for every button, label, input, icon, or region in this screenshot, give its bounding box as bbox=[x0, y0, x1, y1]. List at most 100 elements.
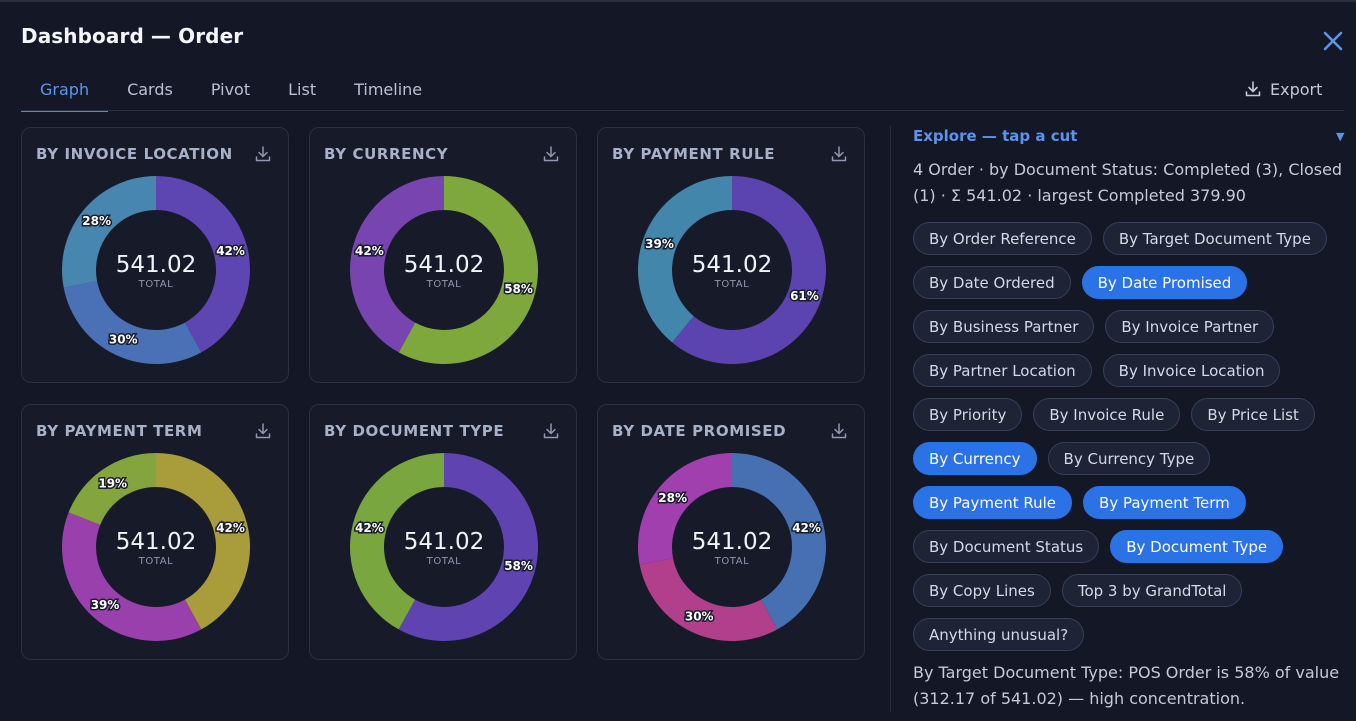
donut-slice[interactable] bbox=[398, 176, 538, 364]
tab-cards[interactable]: Cards bbox=[127, 80, 173, 99]
export-label: Export bbox=[1270, 79, 1323, 99]
cut-chip[interactable]: Top 3 by GrandTotal bbox=[1061, 574, 1243, 607]
chart-total-label: TOTAL bbox=[714, 279, 750, 290]
chart-total-label: TOTAL bbox=[138, 279, 174, 290]
explore-toggle[interactable]: Explore — tap a cut bbox=[913, 127, 1078, 145]
cut-chip[interactable]: By Copy Lines bbox=[913, 574, 1051, 607]
slice-percent-label: 28% bbox=[658, 491, 687, 505]
download-icon[interactable] bbox=[830, 145, 848, 163]
donut-slice[interactable] bbox=[639, 558, 778, 641]
donut-slice[interactable] bbox=[61, 512, 202, 641]
tab-graph[interactable]: Graph bbox=[21, 68, 109, 112]
donut-chart: 58% 42% bbox=[350, 453, 538, 641]
cut-chip[interactable]: By Date Promised bbox=[1081, 266, 1248, 299]
cut-chip[interactable]: By Order Reference bbox=[913, 222, 1092, 255]
slice-percent-label: 42% bbox=[216, 244, 245, 258]
download-icon[interactable] bbox=[830, 422, 848, 440]
cut-chip[interactable]: Anything unusual? bbox=[913, 618, 1085, 651]
chart-total-value: 541.02 bbox=[403, 529, 485, 555]
card-title: BY PAYMENT TERM bbox=[36, 422, 203, 440]
page-title: Dashboard — Order bbox=[21, 24, 244, 48]
cut-chip[interactable]: By Invoice Partner bbox=[1105, 310, 1275, 343]
slice-percent-label: 30% bbox=[109, 333, 138, 347]
explore-summary: 4 Order · by Document Status: Completed … bbox=[913, 160, 1343, 205]
donut-slice[interactable] bbox=[398, 453, 538, 641]
cut-chip-list: By Order Reference By Target Document Typ… bbox=[913, 222, 1343, 651]
slice-percent-label: 19% bbox=[98, 476, 127, 490]
cut-chip[interactable]: By Business Partner bbox=[913, 310, 1095, 343]
tab-list[interactable]: List bbox=[288, 80, 317, 99]
donut-slice[interactable] bbox=[61, 176, 156, 288]
tab-pivot[interactable]: Pivot bbox=[210, 80, 251, 99]
donut-chart: 42% 30% 28% bbox=[61, 176, 250, 364]
cut-chip[interactable]: By Invoice Location bbox=[1102, 354, 1281, 387]
card-title: BY DOCUMENT TYPE bbox=[324, 422, 505, 440]
cut-chip[interactable]: By Price List bbox=[1191, 398, 1315, 431]
slice-percent-label: 39% bbox=[645, 237, 674, 251]
card-title: BY CURRENCY bbox=[324, 145, 449, 163]
export-button[interactable]: Export bbox=[1244, 74, 1322, 104]
donut-slice[interactable] bbox=[350, 453, 444, 630]
download-icon[interactable] bbox=[542, 422, 560, 440]
donut-slice[interactable] bbox=[732, 453, 826, 630]
slice-percent-label: 58% bbox=[504, 282, 533, 296]
cut-chip[interactable]: By Target Document Type bbox=[1102, 222, 1327, 255]
cut-chip[interactable]: By Partner Location bbox=[913, 354, 1092, 387]
tab-timeline[interactable]: Timeline bbox=[354, 80, 423, 99]
chart-card-document-type: BY DOCUMENT TYPE 58% 42% 541.02 TOTAL bbox=[309, 404, 577, 660]
chart-total-value: 541.02 bbox=[115, 529, 197, 555]
cut-chip[interactable]: By Payment Term bbox=[1083, 486, 1246, 519]
card-title: BY DATE PROMISED bbox=[612, 422, 787, 440]
chart-card-currency: BY CURRENCY 58% 42% 541.02 TOTAL bbox=[309, 127, 577, 383]
cut-chip[interactable]: By Date Ordered bbox=[913, 266, 1071, 299]
download-icon[interactable] bbox=[254, 145, 272, 163]
slice-percent-label: 42% bbox=[216, 521, 245, 535]
download-icon[interactable] bbox=[254, 422, 272, 440]
slice-percent-label: 28% bbox=[82, 214, 111, 228]
donut-chart: 58% 42% bbox=[350, 176, 538, 364]
cut-chip[interactable]: By Currency bbox=[913, 442, 1037, 475]
chart-card-payment-term: BY PAYMENT TERM 42% 39% 19% 541.02 TOTAL bbox=[21, 404, 289, 660]
view-tabs: Graph Cards Pivot List Timeline bbox=[21, 68, 441, 112]
chart-total-value: 541.02 bbox=[115, 252, 197, 278]
chart-card-payment-rule: BY PAYMENT RULE 61% 39% 541.02 TOTAL bbox=[597, 127, 865, 383]
donut-slice[interactable] bbox=[672, 176, 826, 364]
chart-total-label: TOTAL bbox=[426, 279, 462, 290]
chart-total-value: 541.02 bbox=[403, 252, 485, 278]
cut-chip[interactable]: By Priority bbox=[913, 398, 1023, 431]
panel-divider bbox=[890, 126, 891, 712]
cut-chip[interactable]: By Invoice Rule bbox=[1033, 398, 1181, 431]
slice-percent-label: 30% bbox=[685, 610, 714, 624]
slice-percent-label: 39% bbox=[91, 598, 120, 612]
donut-slice[interactable] bbox=[638, 176, 732, 343]
cut-chip[interactable]: By Payment Rule bbox=[913, 486, 1073, 519]
donut-slice[interactable] bbox=[63, 281, 202, 364]
donut-slice[interactable] bbox=[156, 176, 250, 353]
cut-chip[interactable]: By Currency Type bbox=[1047, 442, 1211, 475]
donut-slice[interactable] bbox=[156, 453, 250, 630]
card-title: BY INVOICE LOCATION bbox=[36, 145, 233, 163]
donut-slice[interactable] bbox=[638, 453, 732, 565]
card-title: BY PAYMENT RULE bbox=[612, 145, 776, 163]
slice-percent-label: 42% bbox=[792, 521, 821, 535]
caret-down-icon[interactable]: ▼ bbox=[1336, 130, 1345, 143]
close-icon[interactable] bbox=[1318, 26, 1348, 56]
slice-percent-label: 42% bbox=[355, 521, 384, 535]
cut-chip[interactable]: By Document Status bbox=[913, 530, 1100, 563]
chart-total-label: TOTAL bbox=[426, 556, 462, 567]
chart-total-label: TOTAL bbox=[138, 556, 174, 567]
tab-divider bbox=[21, 110, 1344, 111]
chart-card-invoice-location: BY INVOICE LOCATION 42% 30% 28% 541.02 TOT… bbox=[21, 127, 289, 383]
download-icon[interactable] bbox=[542, 145, 560, 163]
donut-slice[interactable] bbox=[350, 176, 444, 353]
donut-slice[interactable] bbox=[68, 453, 156, 525]
donut-chart: 42% 39% 19% bbox=[61, 453, 250, 641]
chart-total-value: 541.02 bbox=[691, 252, 773, 278]
slice-percent-label: 42% bbox=[355, 244, 384, 258]
chart-total-value: 541.02 bbox=[691, 529, 773, 555]
cut-chip[interactable]: By Document Type bbox=[1110, 530, 1284, 563]
slice-percent-label: 58% bbox=[504, 559, 533, 573]
slice-percent-label: 61% bbox=[790, 289, 819, 303]
insight-text: By Target Document Type: POS Order is 58… bbox=[913, 663, 1340, 708]
